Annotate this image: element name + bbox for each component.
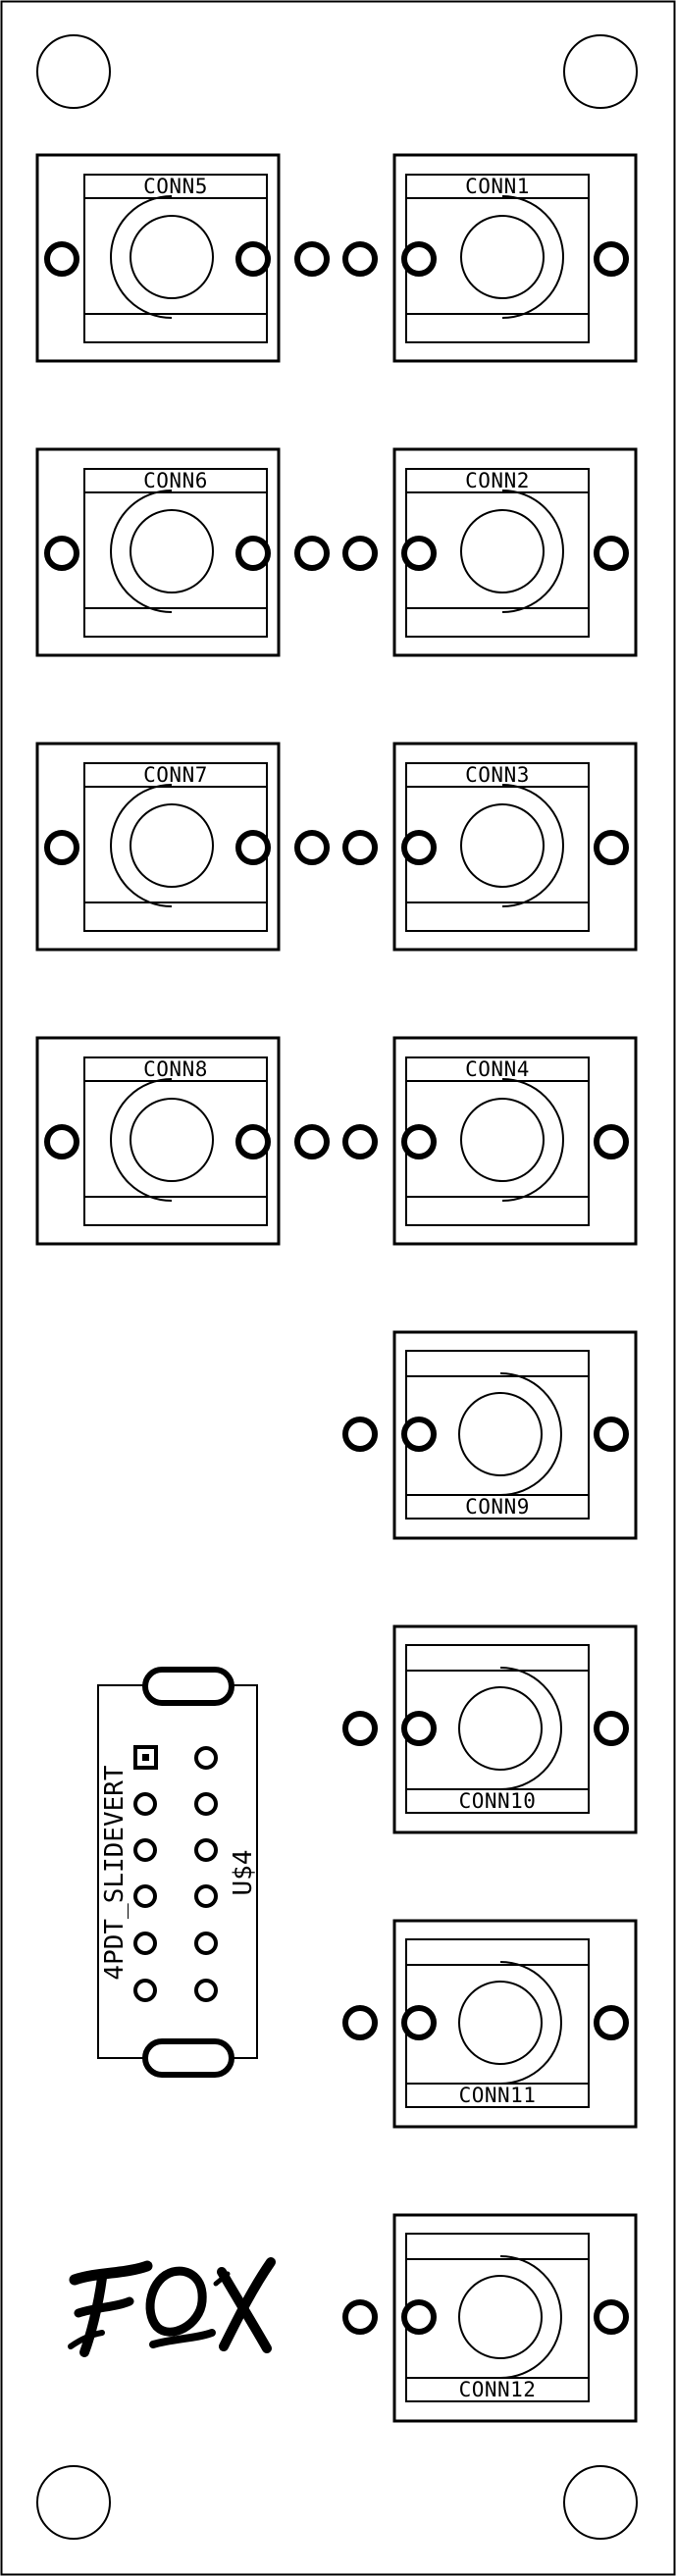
jack-conn3: CONN3 [392,742,638,952]
extra-pad-conn9 [342,1417,378,1452]
extra-pads-row1 [294,241,378,277]
jack-conn5: CONN5 [35,153,281,363]
mounting-hole-top-right [563,34,638,109]
extra-pads-row4 [294,1124,378,1159]
jack-conn4: CONN4 [392,1036,638,1246]
jack-conn7: CONN7 [35,742,281,952]
jack-label-conn11: CONN11 [459,2084,537,2107]
jack-label-conn7: CONN7 [143,763,208,787]
jack-label-conn10: CONN10 [459,1789,537,1813]
mounting-hole-bottom-left [36,2465,111,2540]
extra-pad-conn10 [342,1711,378,1746]
jack-label-conn12: CONN12 [459,2378,537,2401]
jack-label-conn9: CONN9 [465,1495,530,1519]
switch-name-label: U$4 [229,1850,258,1896]
jack-label-conn4: CONN4 [465,1057,530,1081]
switch-mount-slot-top [142,1667,234,1706]
jack-label-conn2: CONN2 [465,469,530,492]
jack-conn8: CONN8 [35,1036,281,1246]
slide-switch-footprint: 4PDT_SLIDEVERT U$4 [97,1667,258,2078]
jack-conn11: CONN11 [392,1919,638,2129]
switch-mount-slot-bottom [142,2038,234,2078]
switch-pin-1-square [133,1745,158,1770]
mounting-holes [36,34,638,2540]
extra-pads-row2 [294,536,378,571]
mounting-hole-bottom-right [563,2465,638,2540]
switch-pins [133,1746,218,2002]
switch-value-label: 4PDT_SLIDEVERT [100,1765,130,1980]
extra-pad-conn12 [342,2299,378,2335]
jack-conn12: CONN12 [392,2213,638,2423]
jack-conn6: CONN6 [35,447,281,657]
jack-conn1: CONN1 [392,153,638,363]
jack-conn2: CONN2 [392,447,638,657]
extra-pad-conn11 [342,2005,378,2040]
jack-conn9: CONN9 [392,1330,638,1540]
fox-logo [68,2257,276,2357]
jack-label-conn3: CONN3 [465,763,530,787]
jack-label-conn1: CONN1 [465,175,530,198]
mounting-hole-top-left [36,34,111,109]
jack-label-conn8: CONN8 [143,1057,208,1081]
jack-conn10: CONN10 [392,1624,638,1834]
jack-label-conn5: CONN5 [143,175,208,198]
extra-pads-row3 [294,830,378,865]
jack-label-conn6: CONN6 [143,469,208,492]
